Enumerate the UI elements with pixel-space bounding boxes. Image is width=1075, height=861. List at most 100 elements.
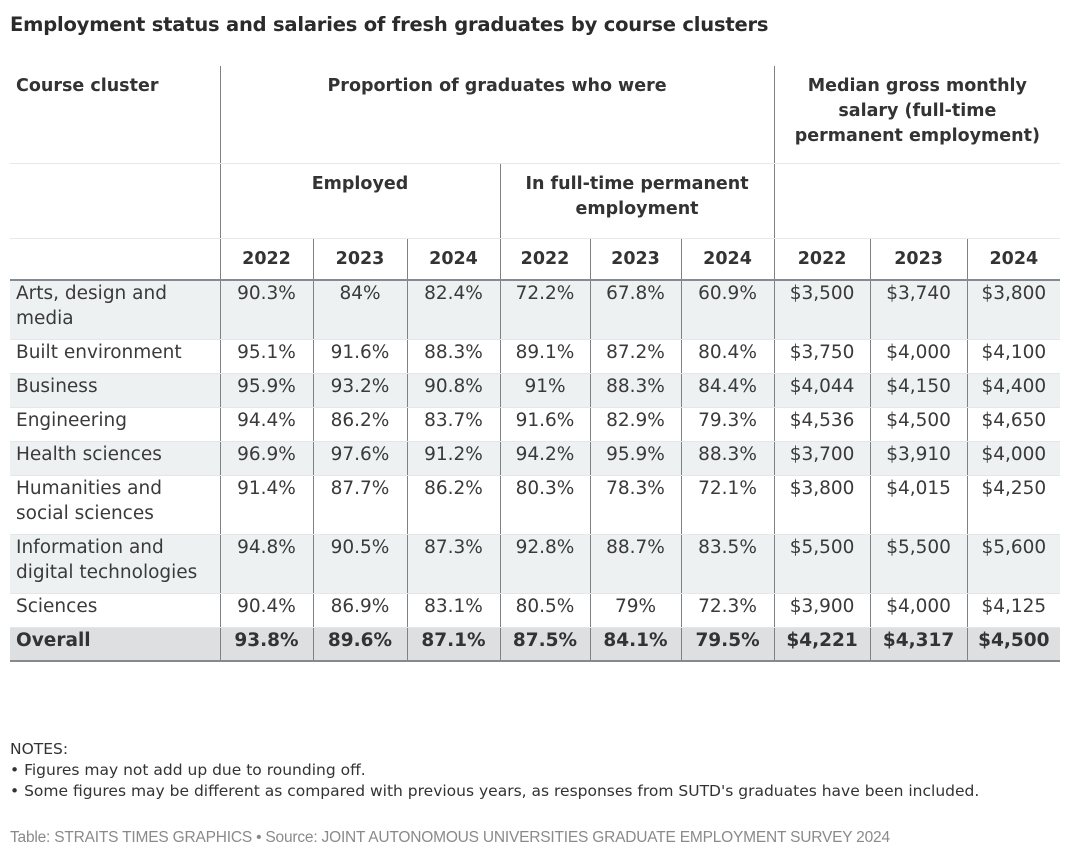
salary-cell: $4,500: [869, 407, 968, 442]
salary-cell: $4,400: [966, 373, 1061, 408]
salary-cell: $3,700: [773, 441, 871, 476]
note-item: • Some figures may be different as compa…: [10, 782, 980, 800]
percentage-cell: 86.2%: [406, 475, 500, 535]
percentage-cell: 72.1%: [680, 475, 775, 535]
table-body: Arts, design and media 90.3% 84% 82.4% 72.2%…: [10, 280, 1061, 662]
proportion-group-header: Proportion of graduates who were: [219, 66, 775, 164]
percentage-cell: 67.8%: [589, 280, 681, 340]
percentage-cell: 90.8%: [406, 373, 500, 408]
overall-label: Overall: [10, 627, 220, 662]
overall-row: Overall 93.8% 89.6% 87.1% 87.5% 84.1% 79.5% $4,…: [10, 627, 1061, 662]
overall-percentage-cell: 89.6%: [312, 627, 407, 662]
table-row: Engineering 94.4% 86.2% 83.7% 91.6% 82.9% 79.3…: [10, 407, 1061, 442]
header-row-groups: Course cluster Proportion of graduates w…: [10, 66, 1061, 164]
percentage-cell: 78.3%: [589, 475, 681, 535]
percentage-cell: 91.6%: [499, 407, 590, 442]
percentage-cell: 82.9%: [589, 407, 681, 442]
table-row: Sciences 90.4% 86.9% 83.1% 80.5% 79% 72.3% $3,9…: [10, 593, 1061, 628]
course-cluster-cell: Business: [10, 373, 220, 408]
salary-cell: $3,800: [966, 280, 1061, 340]
overall-salary-cell: $4,500: [966, 627, 1061, 662]
table-title: Employment status and salaries of fresh …: [10, 13, 769, 36]
percentage-cell: 95.9%: [589, 441, 681, 476]
percentage-cell: 95.9%: [219, 373, 313, 408]
note-item: • Figures may not add up due to rounding…: [10, 761, 366, 779]
salary-cell: $3,740: [869, 280, 968, 340]
course-cluster-cell: Engineering: [10, 407, 220, 442]
table-row: Health sciences 96.9% 97.6% 91.2% 94.2% 95.9%…: [10, 441, 1061, 476]
percentage-cell: 86.2%: [312, 407, 407, 442]
year-header: 2022: [499, 238, 590, 281]
percentage-cell: 87.7%: [312, 475, 407, 535]
percentage-cell: 84%: [312, 280, 407, 340]
percentage-cell: 93.2%: [312, 373, 407, 408]
percentage-cell: 91.6%: [312, 339, 407, 374]
year-header: 2022: [219, 238, 313, 281]
course-cluster-cell: Arts, design and media: [10, 280, 220, 340]
overall-percentage-cell: 87.5%: [499, 627, 590, 662]
salary-cell: $4,000: [869, 593, 968, 628]
table-row: Information and digital technologies 94.8…: [10, 534, 1061, 594]
percentage-cell: 80.4%: [680, 339, 775, 374]
salary-cell: $4,650: [966, 407, 1061, 442]
table-row: Arts, design and media 90.3% 84% 82.4% 72.2%…: [10, 280, 1061, 340]
salary-cell: $4,536: [773, 407, 871, 442]
year-header: 2023: [869, 238, 968, 281]
overall-percentage-cell: 87.1%: [406, 627, 500, 662]
table-row: Built environment 95.1% 91.6% 88.3% 89.1% 87.…: [10, 339, 1061, 374]
percentage-cell: 91.4%: [219, 475, 313, 535]
salary-cell: $4,015: [869, 475, 968, 535]
course-cluster-cell: Sciences: [10, 593, 220, 628]
header-row-years: 2022 2023 2024 2022 2023 2024 2022 2023 …: [10, 238, 1061, 281]
percentage-cell: 89.1%: [499, 339, 590, 374]
salary-cell: $3,800: [773, 475, 871, 535]
salary-cell: $4,100: [966, 339, 1061, 374]
percentage-cell: 72.2%: [499, 280, 590, 340]
table-row: Business 95.9% 93.2% 90.8% 91% 88.3% 84.4% $4,0…: [10, 373, 1061, 408]
table-row: Humanities and social sciences 91.4% 87.7%…: [10, 475, 1061, 535]
year-header: 2023: [312, 238, 407, 281]
year-header: 2022: [773, 238, 871, 281]
course-cluster-cell: Information and digital technologies: [10, 534, 220, 594]
percentage-cell: 87.2%: [589, 339, 681, 374]
percentage-cell: 82.4%: [406, 280, 500, 340]
percentage-cell: 72.3%: [680, 593, 775, 628]
header-row-subgroups: Employed In full-time permanent employme…: [10, 163, 1061, 239]
blank-salary-subheader: [773, 163, 1061, 239]
salary-group-header: Median gross monthly salary (full-time p…: [773, 66, 1061, 164]
percentage-cell: 90.3%: [219, 280, 313, 340]
overall-salary-cell: $4,317: [869, 627, 968, 662]
percentage-cell: 95.1%: [219, 339, 313, 374]
blank-header-cell: [10, 238, 220, 281]
fulltime-subheader: In full-time permanent employment: [499, 163, 775, 239]
salary-cell: $3,900: [773, 593, 871, 628]
percentage-cell: 83.7%: [406, 407, 500, 442]
salary-cell: $3,750: [773, 339, 871, 374]
salary-cell: $3,910: [869, 441, 968, 476]
percentage-cell: 94.4%: [219, 407, 313, 442]
percentage-cell: 79.3%: [680, 407, 775, 442]
overall-percentage-cell: 84.1%: [589, 627, 681, 662]
salary-cell: $5,600: [966, 534, 1061, 594]
percentage-cell: 86.9%: [312, 593, 407, 628]
blank-header-cell: [10, 163, 220, 239]
year-header: 2024: [966, 238, 1061, 281]
year-header: 2023: [589, 238, 681, 281]
percentage-cell: 88.3%: [680, 441, 775, 476]
percentage-cell: 97.6%: [312, 441, 407, 476]
overall-percentage-cell: 93.8%: [219, 627, 313, 662]
percentage-cell: 91%: [499, 373, 590, 408]
salary-cell: $4,125: [966, 593, 1061, 628]
percentage-cell: 92.8%: [499, 534, 590, 594]
notes: NOTES: • Figures may not add up due to r…: [10, 739, 979, 802]
percentage-cell: 94.2%: [499, 441, 590, 476]
salary-cell: $5,500: [869, 534, 968, 594]
source-credit: Table: STRAITS TIMES GRAPHICS • Source: …: [10, 829, 890, 846]
percentage-cell: 91.2%: [406, 441, 500, 476]
employed-subheader: Employed: [219, 163, 500, 239]
overall-salary-cell: $4,221: [773, 627, 871, 662]
overall-percentage-cell: 79.5%: [680, 627, 775, 662]
course-cluster-cell: Humanities and social sciences: [10, 475, 220, 535]
salary-cell: $4,150: [869, 373, 968, 408]
percentage-cell: 79%: [589, 593, 681, 628]
